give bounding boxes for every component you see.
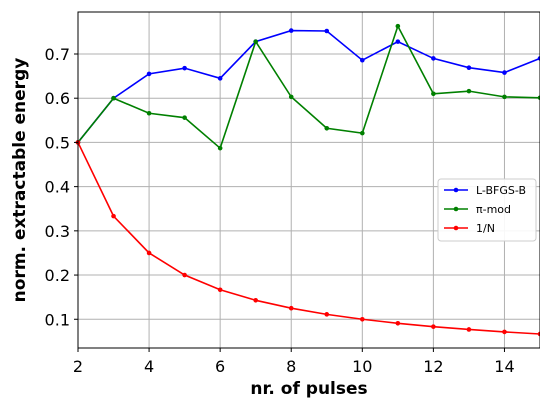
y-tick-label: 0.1 <box>45 310 70 329</box>
data-point <box>253 297 258 303</box>
data-point <box>431 91 436 97</box>
data-point <box>502 70 507 75</box>
legend-item: π-mod <box>444 203 511 216</box>
series-1 <box>75 28 540 145</box>
data-point <box>324 28 330 34</box>
data-point <box>537 56 540 61</box>
data-point <box>111 213 116 219</box>
data-point <box>111 95 116 101</box>
data-point <box>182 115 187 120</box>
x-tick-label: 14 <box>494 357 514 376</box>
data-point <box>360 130 365 136</box>
y-axis-ticks: 0.1 0.2 0.3 0.4 0.5 0.6 0.7 <box>45 45 78 329</box>
series-3 <box>75 140 540 337</box>
data-point <box>324 125 330 131</box>
data-point <box>182 272 187 278</box>
plot-frame <box>77 11 540 349</box>
y-tick-label: 0.4 <box>45 178 70 197</box>
series-line <box>77 24 540 150</box>
data-point <box>502 329 507 335</box>
y-tick-label: 0.6 <box>45 89 70 108</box>
x-tick-label: 8 <box>286 357 296 376</box>
data-point <box>288 28 294 33</box>
legend-box <box>437 178 537 242</box>
data-point <box>217 76 223 81</box>
data-point <box>146 71 152 77</box>
data-point <box>502 94 507 100</box>
data-point <box>360 316 365 322</box>
data-point <box>253 39 258 44</box>
data-point <box>466 327 472 332</box>
legend-marker <box>453 225 459 231</box>
y-tick-label: 0.5 <box>45 133 70 152</box>
series-line <box>77 29 540 143</box>
y-tick-label: 0.3 <box>45 222 70 241</box>
data-point <box>395 320 401 326</box>
y-axis-title: norm. extractable energy <box>10 58 30 303</box>
series-2 <box>75 23 540 151</box>
data-point <box>182 65 187 71</box>
data-point <box>466 88 472 94</box>
series-layer <box>75 23 540 337</box>
legend-item: 1/N <box>444 222 495 235</box>
x-tick-label: 4 <box>144 357 154 376</box>
legend-marker <box>453 187 459 193</box>
data-point <box>217 145 223 151</box>
data-point <box>146 250 152 256</box>
data-point <box>537 95 540 101</box>
data-point <box>537 331 540 337</box>
data-point <box>466 65 472 71</box>
x-tick-label: 12 <box>423 357 443 376</box>
legend-label: π-mod <box>476 203 511 216</box>
legend-label: 1/N <box>476 222 495 235</box>
y-tick-label: 0.7 <box>45 45 70 64</box>
x-axis-title: nr. of pulses <box>250 379 367 399</box>
x-tick-label: 6 <box>215 357 225 376</box>
data-point <box>288 94 294 100</box>
legend-item: L-BFGS-B <box>444 184 526 197</box>
data-point <box>431 324 436 329</box>
data-point <box>360 57 365 63</box>
y-tick-label: 0.2 <box>45 266 70 285</box>
grid-lines <box>77 12 540 348</box>
data-point <box>324 312 330 317</box>
data-point <box>431 56 436 61</box>
data-point <box>146 110 152 116</box>
legend-label: L-BFGS-B <box>476 184 526 197</box>
x-tick-label: 10 <box>352 357 372 376</box>
data-point <box>395 23 401 29</box>
data-point <box>395 39 401 44</box>
legend-marker <box>453 206 459 212</box>
legend: L-BFGS-B π-mod 1/N <box>437 178 537 242</box>
data-point <box>217 287 223 293</box>
x-tick-label: 2 <box>73 357 83 376</box>
data-point <box>288 305 294 311</box>
x-axis-ticks: 2 4 6 8 10 12 14 <box>73 348 515 376</box>
series-line <box>77 142 540 335</box>
